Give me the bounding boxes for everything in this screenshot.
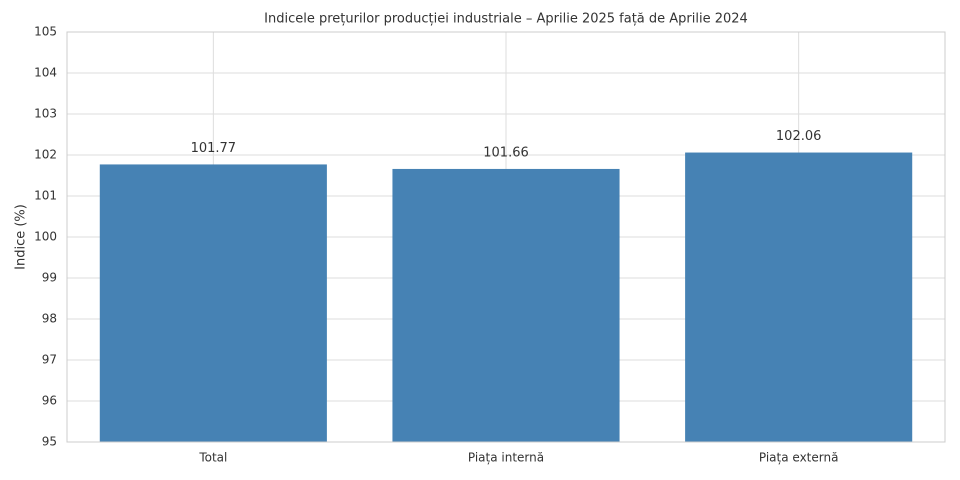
y-tick-label: 100 xyxy=(34,230,57,244)
data-label: 101.66 xyxy=(483,145,529,160)
bar xyxy=(392,168,620,442)
bar xyxy=(99,164,327,442)
x-tick-label: Piața internă xyxy=(468,451,544,465)
y-tick-label: 102 xyxy=(34,148,57,162)
y-axis-label: Indice (%) xyxy=(14,204,29,270)
x-tick-label: Piața externă xyxy=(759,451,839,465)
plot-frame xyxy=(66,31,946,443)
y-tick-label: 105 xyxy=(34,25,57,39)
data-label: 102.06 xyxy=(776,129,822,144)
y-tick-label: 104 xyxy=(34,66,57,80)
y-tick-label: 98 xyxy=(42,312,57,326)
data-label: 101.77 xyxy=(191,141,237,156)
y-tick-label: 99 xyxy=(42,271,57,285)
chart-title: Indicele prețurilor producției industria… xyxy=(264,12,748,27)
y-tick-label: 103 xyxy=(34,107,57,121)
y-tick-label: 95 xyxy=(42,435,57,449)
y-tick-label: 101 xyxy=(34,189,57,203)
y-tick-label: 96 xyxy=(42,394,57,408)
y-tick-label: 97 xyxy=(42,353,57,367)
bar xyxy=(685,152,913,443)
x-tick-label: Total xyxy=(198,451,227,465)
